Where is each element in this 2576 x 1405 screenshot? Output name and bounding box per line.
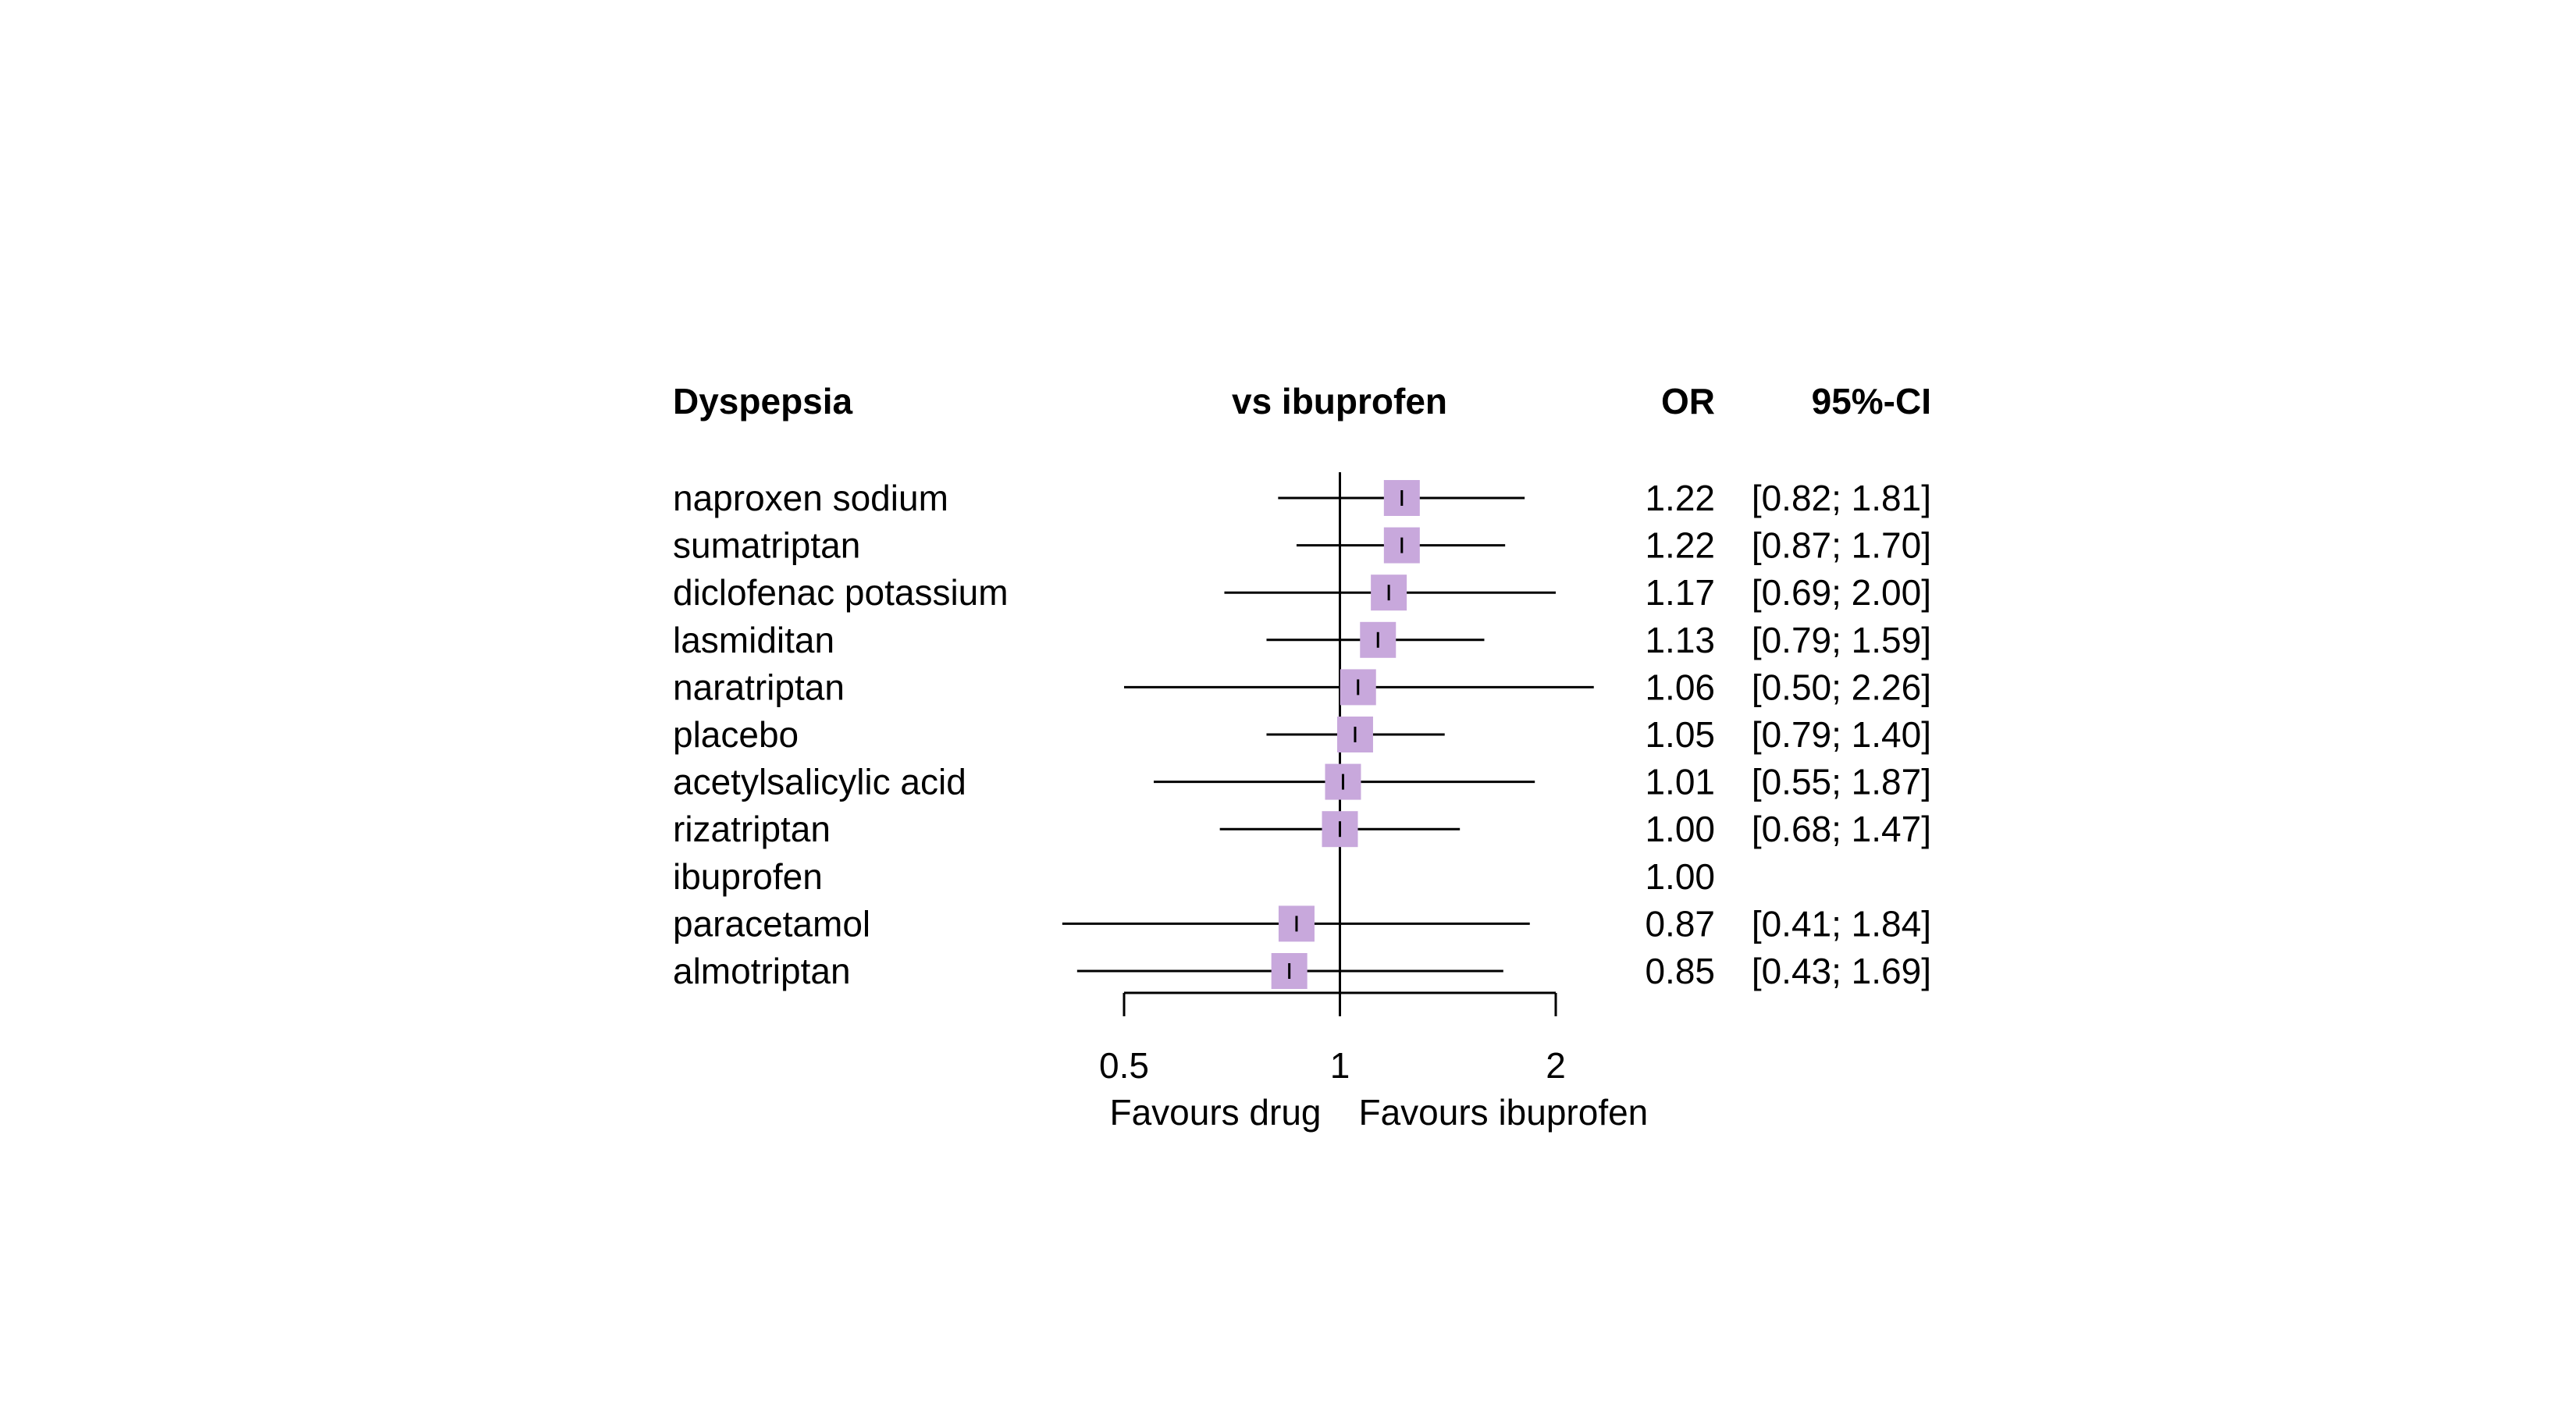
row-or-value: 1.01 [1645, 762, 1715, 802]
study-row: naratriptan 1.06 [0.50; 2.26] [673, 667, 1931, 707]
study-row: acetylsalicylic acid 1.01 [0.55; 1.87] [673, 762, 1931, 802]
x-tick-label: 1 [1330, 1045, 1350, 1086]
x-tick-label: 0.5 [1099, 1045, 1149, 1086]
x-axis: 0.5 1 2 [1099, 991, 1566, 1086]
row-or-value: 1.13 [1645, 620, 1715, 660]
favours-left-label: Favours drug [1109, 1092, 1321, 1133]
row-label: ibuprofen [673, 856, 823, 897]
row-label: diclofenac potassium [673, 572, 1009, 613]
row-ci-value: [0.43; 1.69] [1752, 951, 1931, 991]
header-row: Dyspepsia vs ibuprofen OR 95%-CI [673, 381, 1931, 422]
row-or-value: 1.17 [1645, 572, 1715, 613]
study-row: naproxen sodium 1.22 [0.82; 1.81] [673, 478, 1931, 518]
header-ci: 95%-CI [1812, 381, 1931, 422]
row-or-value: 1.06 [1645, 667, 1715, 707]
row-label: naproxen sodium [673, 478, 948, 518]
row-or-value: 1.22 [1645, 525, 1715, 566]
row-or-value: 1.00 [1645, 856, 1715, 897]
study-row: diclofenac potassium 1.17 [0.69; 2.00] [673, 572, 1931, 613]
row-label: sumatriptan [673, 525, 860, 566]
study-row: almotriptan 0.85 [0.43; 1.69] [673, 951, 1931, 991]
row-ci-value: [0.41; 1.84] [1752, 903, 1931, 944]
row-ci-value: [0.82; 1.81] [1752, 478, 1931, 518]
study-row: paracetamol 0.87 [0.41; 1.84] [673, 903, 1931, 944]
study-row: placebo 1.05 [0.79; 1.40] [673, 714, 1931, 755]
header-comparison: vs ibuprofen [1232, 381, 1447, 422]
row-label: rizatriptan [673, 809, 831, 849]
row-or-value: 1.05 [1645, 714, 1715, 755]
row-or-value: 1.22 [1645, 478, 1715, 518]
row-label: acetylsalicylic acid [673, 762, 966, 802]
row-ci-value: [0.79; 1.59] [1752, 620, 1931, 660]
favours-right-label: Favours ibuprofen [1359, 1092, 1649, 1133]
study-row: lasmiditan 1.13 [0.79; 1.59] [673, 620, 1931, 660]
row-label: almotriptan [673, 951, 851, 991]
row-or-value: 1.00 [1645, 809, 1715, 849]
row-ci-value: [0.68; 1.47] [1752, 809, 1931, 849]
row-ci-value: [0.87; 1.70] [1752, 525, 1931, 566]
row-label: lasmiditan [673, 620, 834, 660]
row-label: placebo [673, 714, 799, 755]
row-ci-value: [0.50; 2.26] [1752, 667, 1931, 707]
study-rows: naproxen sodium 1.22 [0.82; 1.81] sumatript… [673, 478, 1931, 991]
row-or-value: 0.87 [1645, 903, 1715, 944]
row-label: paracetamol [673, 903, 870, 944]
study-row: sumatriptan 1.22 [0.87; 1.70] [673, 525, 1931, 566]
row-ci-value: [0.79; 1.40] [1752, 714, 1931, 755]
study-row: rizatriptan 1.00 [0.68; 1.47] [673, 809, 1931, 849]
row-or-value: 0.85 [1645, 951, 1715, 991]
row-ci-value: [0.69; 2.00] [1752, 572, 1931, 613]
x-tick-label: 2 [1546, 1045, 1566, 1086]
header-estimate: OR [1661, 381, 1715, 422]
row-label: naratriptan [673, 667, 845, 707]
study-row: ibuprofen 1.00 [673, 856, 1715, 897]
row-ci-value: [0.55; 1.87] [1752, 762, 1931, 802]
header-label: Dyspepsia [673, 381, 853, 422]
